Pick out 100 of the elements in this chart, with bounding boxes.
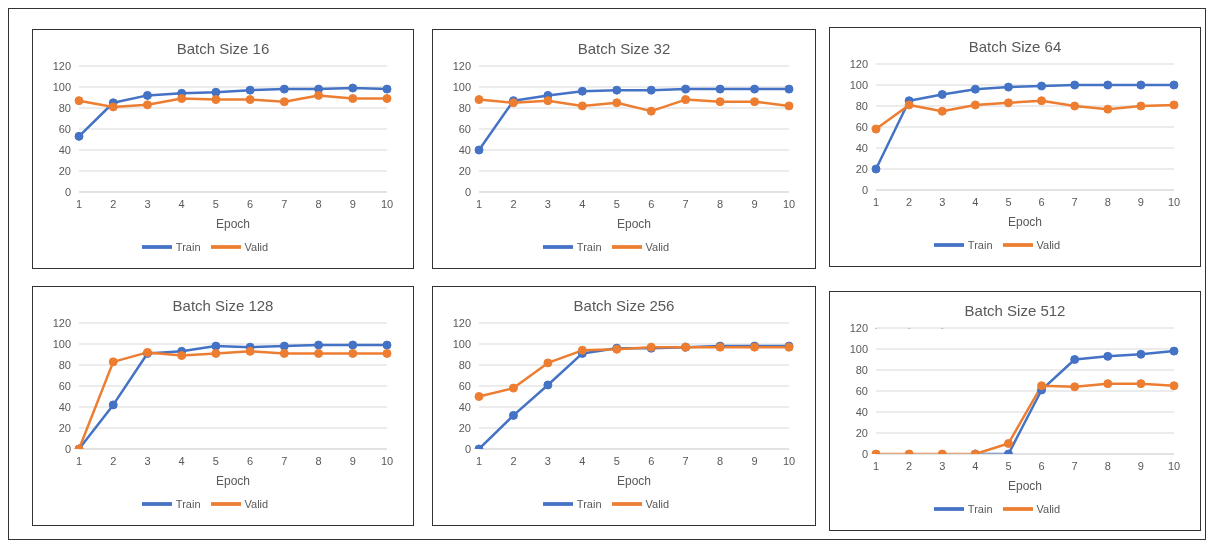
y-tick-label: 100	[849, 78, 868, 91]
legend-label: Train	[576, 241, 602, 254]
x-tick-label: 9	[751, 454, 758, 467]
y-tick-label: 100	[52, 337, 71, 350]
x-tick-label: 9	[751, 197, 758, 210]
y-tick-label: 60	[458, 379, 471, 392]
chart-title: Batch Size 16	[176, 40, 270, 57]
x-axis-title: Epoch	[215, 217, 251, 231]
x-tick-label: 10	[380, 454, 394, 467]
x-tick-label: 10	[380, 197, 394, 210]
y-tick-label: 60	[458, 122, 471, 135]
x-tick-label: 5	[1005, 195, 1012, 208]
x-tick-label: 5	[212, 197, 219, 210]
legend-label: Valid	[1036, 503, 1061, 516]
y-tick-label: 120	[452, 59, 471, 72]
legend-label: Train	[576, 498, 602, 511]
y-tick-label: 0	[861, 183, 868, 196]
y-tick-label: 80	[458, 358, 471, 371]
y-tick-label: 60	[855, 120, 868, 133]
x-tick-label: 5	[613, 197, 620, 210]
y-tick-label: 20	[458, 164, 471, 177]
y-tick-label: 40	[58, 143, 71, 156]
legend-label: Train	[967, 503, 993, 516]
x-tick-label: 6	[1038, 195, 1045, 208]
chart-title: Batch Size 512	[964, 302, 1066, 319]
chart-title: Batch Size 64	[968, 38, 1062, 55]
y-tick-label: 40	[458, 400, 471, 413]
x-tick-label: 10	[782, 197, 796, 210]
y-tick-label: 60	[58, 379, 71, 392]
x-tick-label: 8	[1104, 459, 1111, 472]
x-tick-label: 5	[1005, 459, 1012, 472]
x-tick-label: 2	[510, 197, 517, 210]
y-tick-label: 0	[464, 185, 471, 198]
x-tick-label: 6	[247, 454, 254, 467]
legend-label: Train	[967, 239, 993, 252]
y-tick-label: 120	[452, 316, 471, 329]
x-tick-label: 9	[1137, 459, 1144, 472]
x-tick-label: 7	[281, 197, 288, 210]
x-tick-label: 7	[682, 454, 689, 467]
y-tick-label: 120	[52, 59, 71, 72]
x-tick-label: 9	[1137, 195, 1144, 208]
y-tick-label: 40	[855, 141, 868, 154]
legend-label: Valid	[645, 241, 670, 254]
y-tick-label: 80	[855, 363, 868, 376]
x-tick-label: 4	[579, 197, 586, 210]
legend-label: Valid	[244, 241, 269, 254]
x-tick-label: 8	[315, 197, 322, 210]
x-tick-label: 6	[648, 454, 655, 467]
x-tick-label: 7	[1071, 195, 1078, 208]
x-tick-label: 3	[144, 197, 151, 210]
y-tick-label: 0	[464, 442, 471, 455]
x-tick-label: 10	[782, 454, 796, 467]
x-tick-label: 2	[906, 459, 913, 472]
y-tick-label: 0	[64, 442, 71, 455]
x-tick-label: 2	[510, 454, 517, 467]
y-tick-label: 80	[855, 99, 868, 112]
x-axis-title: Epoch	[215, 474, 251, 488]
chart-title: Batch Size 128	[172, 297, 274, 314]
y-tick-label: 80	[58, 101, 71, 114]
y-tick-label: 20	[855, 426, 868, 439]
x-tick-label: 7	[1071, 459, 1078, 472]
legend-label: Valid	[1036, 239, 1061, 252]
y-tick-label: 20	[58, 421, 71, 434]
x-tick-label: 2	[110, 197, 117, 210]
x-tick-label: 5	[212, 454, 219, 467]
x-tick-label: 7	[281, 454, 288, 467]
x-tick-label: 7	[682, 197, 689, 210]
y-tick-label: 60	[855, 384, 868, 397]
x-tick-label: 1	[872, 195, 880, 208]
x-axis-title: Epoch	[616, 217, 652, 231]
x-tick-label: 8	[315, 454, 322, 467]
x-tick-label: 6	[1038, 459, 1045, 472]
x-tick-label: 3	[939, 195, 946, 208]
y-tick-label: 80	[58, 358, 71, 371]
x-tick-label: 4	[178, 197, 185, 210]
x-tick-label: 3	[544, 197, 551, 210]
y-tick-label: 100	[52, 80, 71, 93]
x-tick-label: 5	[613, 454, 620, 467]
y-tick-label: 0	[64, 185, 71, 198]
x-tick-label: 3	[939, 459, 946, 472]
chart-title: Batch Size 256	[573, 297, 675, 314]
y-tick-label: 60	[58, 122, 71, 135]
y-tick-label: 120	[849, 321, 868, 334]
legend-label: Train	[175, 241, 201, 254]
y-tick-label: 40	[855, 405, 868, 418]
y-tick-label: 0	[861, 447, 868, 460]
x-tick-label: 2	[110, 454, 117, 467]
x-tick-label: 4	[178, 454, 185, 467]
legend-label: Train	[175, 498, 201, 511]
x-tick-label: 4	[972, 459, 979, 472]
x-tick-label: 1	[872, 459, 880, 472]
y-tick-label: 20	[855, 162, 868, 175]
x-tick-label: 3	[144, 454, 151, 467]
x-tick-label: 8	[717, 454, 724, 467]
y-tick-label: 80	[458, 101, 471, 114]
y-tick-label: 100	[452, 80, 471, 93]
x-tick-label: 1	[75, 197, 83, 210]
legend-label: Valid	[244, 498, 269, 511]
x-tick-label: 2	[906, 195, 913, 208]
x-tick-label: 6	[247, 197, 254, 210]
